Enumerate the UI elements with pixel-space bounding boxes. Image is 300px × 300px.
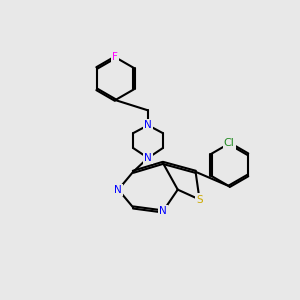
Text: F: F — [112, 52, 118, 62]
Text: N: N — [144, 153, 152, 163]
Text: N: N — [159, 206, 167, 216]
Text: S: S — [196, 194, 203, 205]
Text: N: N — [114, 184, 122, 195]
Text: N: N — [144, 120, 152, 130]
Text: Cl: Cl — [224, 139, 235, 148]
